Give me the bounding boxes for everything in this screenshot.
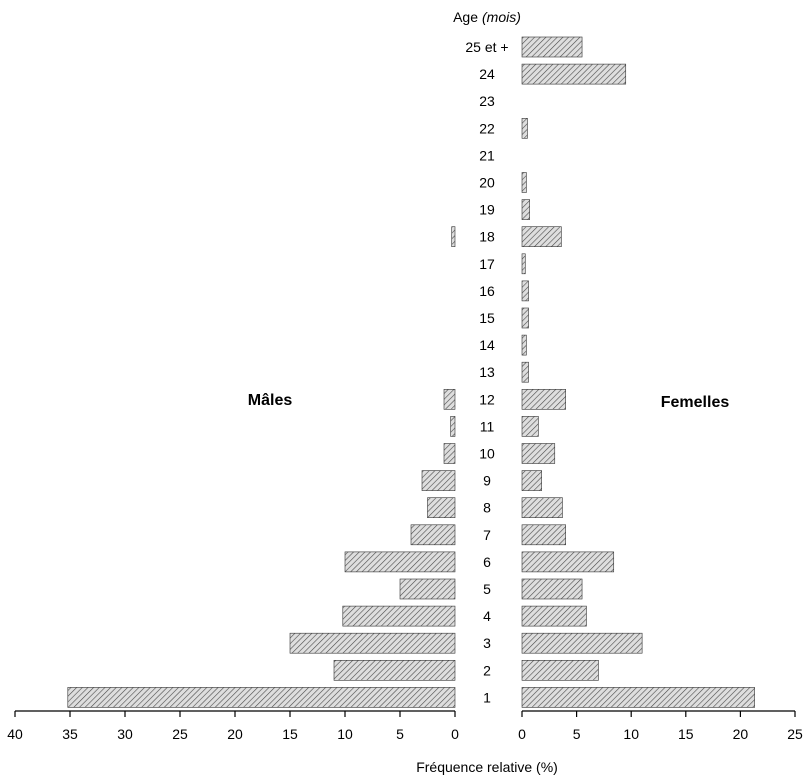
bar-male xyxy=(344,551,456,573)
bar-female xyxy=(521,605,587,627)
age-label: 17 xyxy=(479,256,495,272)
bars-males xyxy=(67,226,456,708)
bar-female xyxy=(521,226,562,247)
bar-female xyxy=(521,118,528,139)
bar-male xyxy=(451,226,456,247)
bar-female xyxy=(521,416,539,437)
age-label: 6 xyxy=(483,554,491,570)
x-axis-females: 0 5 10 15 20 25 xyxy=(518,710,803,742)
bar-female xyxy=(521,632,643,654)
bar-female xyxy=(521,253,526,275)
x-tick-label-males: 10 xyxy=(337,726,353,742)
age-label: 4 xyxy=(483,608,491,624)
age-label: 24 xyxy=(479,66,495,82)
age-label: 14 xyxy=(479,337,495,353)
age-label: 23 xyxy=(479,93,495,109)
bar-female xyxy=(521,551,615,573)
age-label: 8 xyxy=(483,500,491,516)
bar-female xyxy=(521,199,530,220)
bar-female xyxy=(521,172,527,193)
x-tick-label-males: 15 xyxy=(282,726,298,742)
age-category-labels: 25 et +242322212019181716151413121110987… xyxy=(465,39,508,705)
bar-male xyxy=(289,632,456,654)
age-axis-title: Age (mois) xyxy=(453,9,521,25)
x-tick-label-males: 35 xyxy=(62,726,78,742)
bar-male xyxy=(443,388,456,410)
x-tick-label-females: 20 xyxy=(733,726,749,742)
age-label: 16 xyxy=(479,283,495,299)
bar-male xyxy=(399,578,456,600)
age-label: 18 xyxy=(479,229,495,245)
bar-female xyxy=(521,36,583,58)
bar-female xyxy=(521,388,566,410)
age-axis-title-word: Age xyxy=(453,9,478,25)
bar-male xyxy=(333,659,456,681)
age-label: 11 xyxy=(480,418,495,434)
x-tick-label-females: 25 xyxy=(787,726,803,742)
bar-male xyxy=(443,443,456,464)
age-label: 15 xyxy=(479,310,495,326)
bar-female xyxy=(521,334,527,356)
age-label: 25 et + xyxy=(465,39,508,55)
x-tick-label-females: 15 xyxy=(678,726,694,742)
x-tick-label-males: 25 xyxy=(172,726,188,742)
age-label: 12 xyxy=(479,391,495,407)
age-label: 5 xyxy=(483,581,491,597)
age-label: 1 xyxy=(483,689,491,705)
age-label: 9 xyxy=(483,473,491,489)
x-tick-label-males: 0 xyxy=(451,726,459,742)
x-tick-label-males: 40 xyxy=(7,726,23,742)
age-label: 21 xyxy=(479,147,495,163)
bar-male xyxy=(427,497,456,519)
bars-females xyxy=(521,36,755,708)
age-label: 7 xyxy=(483,527,491,543)
x-tick-label-males: 30 xyxy=(117,726,133,742)
bar-female xyxy=(521,361,529,383)
age-label: 3 xyxy=(483,635,491,651)
bar-male xyxy=(342,605,456,627)
bar-female xyxy=(521,280,529,302)
age-label: 20 xyxy=(479,175,495,191)
age-label: 22 xyxy=(479,120,495,136)
x-axis-males: 40 35 30 25 20 15 10 5 0 xyxy=(7,710,459,742)
age-axis-unit: (mois) xyxy=(482,9,521,25)
bar-female xyxy=(521,443,556,464)
age-label: 10 xyxy=(479,446,495,462)
bar-male xyxy=(67,687,456,708)
bar-female xyxy=(521,307,529,329)
bar-female xyxy=(521,659,599,681)
series-label-males: Mâles xyxy=(248,392,293,409)
x-tick-label-females: 0 xyxy=(518,726,526,742)
x-axis-title: Fréquence relative (%) xyxy=(416,759,558,775)
bar-male xyxy=(410,524,456,546)
x-tick-label-males: 20 xyxy=(227,726,243,742)
series-label-females: Femelles xyxy=(661,394,730,411)
bar-female xyxy=(521,470,542,491)
age-label: 19 xyxy=(479,202,495,218)
bar-female xyxy=(521,63,627,85)
bar-male xyxy=(421,470,456,491)
x-tick-label-females: 5 xyxy=(573,726,581,742)
bar-female xyxy=(521,497,563,519)
age-label: 13 xyxy=(479,364,495,380)
x-tick-label-females: 10 xyxy=(623,726,639,742)
bar-female xyxy=(521,687,755,708)
bar-female xyxy=(521,524,566,546)
x-tick-label-males: 5 xyxy=(396,726,404,742)
bar-male xyxy=(450,416,456,437)
age-label: 2 xyxy=(483,662,491,678)
bar-female xyxy=(521,578,583,600)
